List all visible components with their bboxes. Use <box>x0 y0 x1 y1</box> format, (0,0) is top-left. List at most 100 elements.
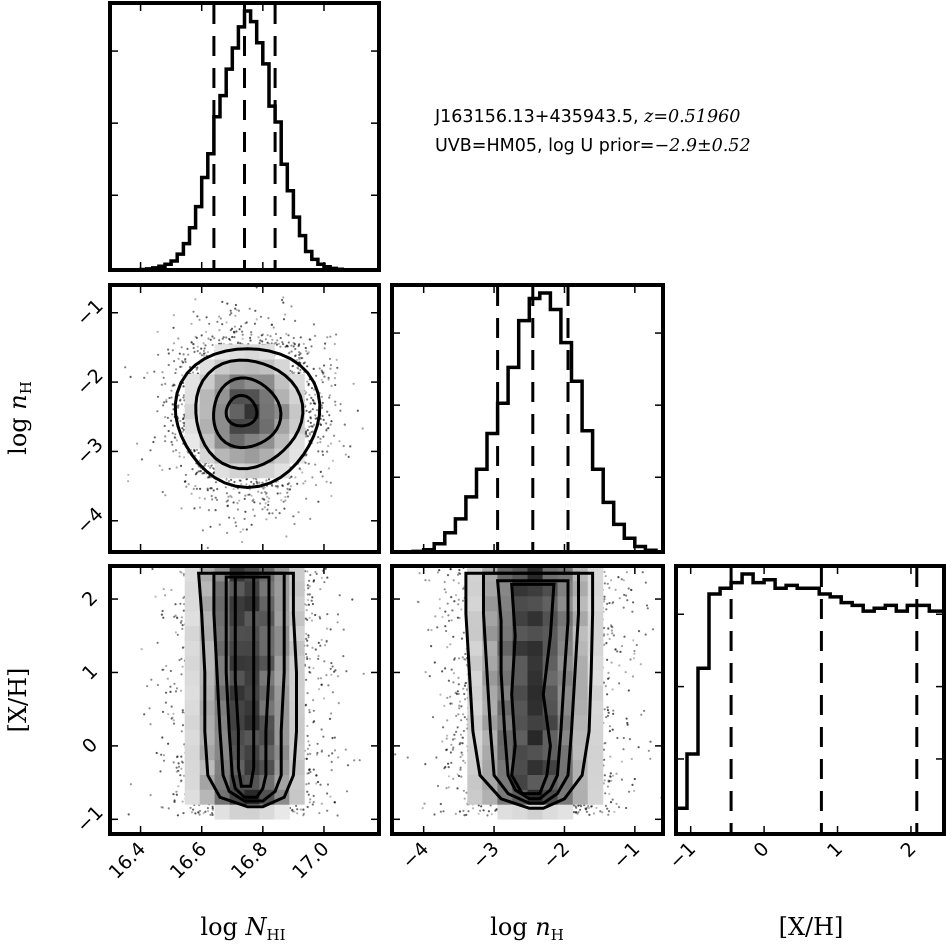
scatter-point <box>182 396 185 399</box>
scatter-point <box>308 666 311 669</box>
scatter-point <box>181 427 184 430</box>
scatter-point <box>255 480 258 483</box>
scatter-point <box>321 381 324 384</box>
scatter-point <box>187 353 190 356</box>
scatter-point <box>176 558 178 560</box>
scatter-point <box>180 657 183 661</box>
scatter-point <box>297 356 301 359</box>
scatter-point <box>254 309 257 312</box>
scatter-point <box>211 812 214 815</box>
scatter-point <box>167 429 170 433</box>
scatter-point <box>202 342 205 345</box>
scatter-point <box>241 337 244 340</box>
scatter-point <box>199 470 202 473</box>
scatter-point <box>161 468 164 472</box>
scatter-point <box>228 516 231 519</box>
scatter-point <box>249 339 252 342</box>
scatter-point <box>181 430 184 433</box>
scatter-point <box>301 357 304 360</box>
scatter-point <box>296 812 299 815</box>
scatter-point <box>334 669 337 672</box>
scatter-point <box>284 495 287 499</box>
scatter-point <box>344 748 347 751</box>
scatter-point <box>320 404 323 407</box>
scatter-point <box>229 309 232 312</box>
scatter-point <box>211 561 213 563</box>
scatter-point <box>211 335 214 338</box>
scatter-point <box>290 475 293 478</box>
scatter-point <box>236 502 239 505</box>
scatter-point <box>170 419 173 422</box>
scatter-point <box>345 790 349 793</box>
scatter-point <box>208 322 211 325</box>
scatter-point <box>328 357 332 360</box>
scatter-point <box>271 512 274 515</box>
scatter-point <box>314 334 317 337</box>
scatter-point <box>243 497 246 500</box>
scatter-point <box>234 521 237 524</box>
joint-panel-logN-lognH <box>124 285 364 550</box>
scatter-point <box>158 464 161 467</box>
scatter-point <box>182 572 185 576</box>
scatter-point <box>169 685 172 688</box>
scatter-point <box>165 664 168 668</box>
density-cell <box>199 403 216 419</box>
scatter-point <box>226 504 229 507</box>
scatter-point <box>333 377 336 380</box>
scatter-point <box>321 414 324 418</box>
scatter-point <box>225 500 228 503</box>
scatter-point <box>176 814 179 817</box>
scatter-point <box>177 556 179 558</box>
scatter-point <box>320 802 323 805</box>
scatter-point <box>256 482 259 485</box>
scatter-point <box>180 619 183 623</box>
scatter-point <box>333 670 336 673</box>
scatter-point <box>307 351 310 354</box>
scatter-point <box>261 497 264 500</box>
scatter-point <box>330 673 333 676</box>
scatter-point <box>241 558 243 560</box>
scatter-point <box>278 559 280 561</box>
scatter-point <box>327 376 330 379</box>
scatter-point <box>307 793 310 796</box>
scatter-point <box>307 419 310 423</box>
scatter-point <box>250 480 253 484</box>
scatter-point <box>266 508 269 511</box>
scatter-point <box>304 703 308 706</box>
scatter-point <box>309 416 312 419</box>
scatter-point <box>319 677 322 680</box>
scatter-point <box>278 511 281 515</box>
scatter-point <box>280 499 283 502</box>
scatter-point <box>191 468 194 471</box>
scatter-point <box>302 808 305 811</box>
scatter-point <box>194 298 197 301</box>
scatter-point <box>228 560 230 562</box>
density-cell <box>184 433 201 449</box>
scatter-point <box>195 448 199 451</box>
scatter-point <box>164 594 167 597</box>
scatter-point <box>192 808 195 811</box>
scatter-point <box>298 343 301 346</box>
scatter-point <box>265 518 268 521</box>
scatter-point <box>219 317 222 320</box>
scatter-point <box>308 411 311 414</box>
scatter-point <box>290 350 293 353</box>
scatter-point <box>230 478 233 481</box>
scatter-point <box>193 450 196 453</box>
scatter-point <box>171 403 174 406</box>
scatter-point <box>202 352 206 355</box>
scatter-point <box>218 315 221 318</box>
scatter-point <box>298 351 301 354</box>
scatter-point <box>294 476 297 479</box>
scatter-point <box>319 423 322 426</box>
scatter-point <box>284 499 287 502</box>
scatter-point <box>240 325 243 328</box>
scatter-point <box>275 560 277 562</box>
scatter-point <box>173 615 176 618</box>
scatter-point <box>255 558 257 560</box>
density-cell <box>259 463 275 479</box>
scatter-point <box>214 496 217 499</box>
scatter-point <box>146 371 149 374</box>
scatter-point <box>285 535 288 538</box>
scatter-point <box>187 483 190 486</box>
